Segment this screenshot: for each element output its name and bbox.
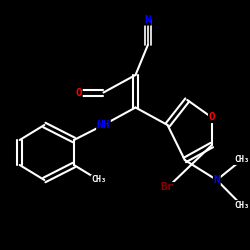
Text: N: N (144, 15, 151, 25)
Text: CH₃: CH₃ (234, 200, 249, 209)
Text: O: O (76, 88, 82, 98)
Text: CH₃: CH₃ (91, 176, 106, 184)
Text: N: N (214, 175, 220, 185)
Text: CH₃: CH₃ (234, 156, 249, 164)
Text: Br: Br (161, 182, 174, 192)
Text: O: O (208, 112, 215, 122)
Text: NH: NH (97, 120, 110, 130)
